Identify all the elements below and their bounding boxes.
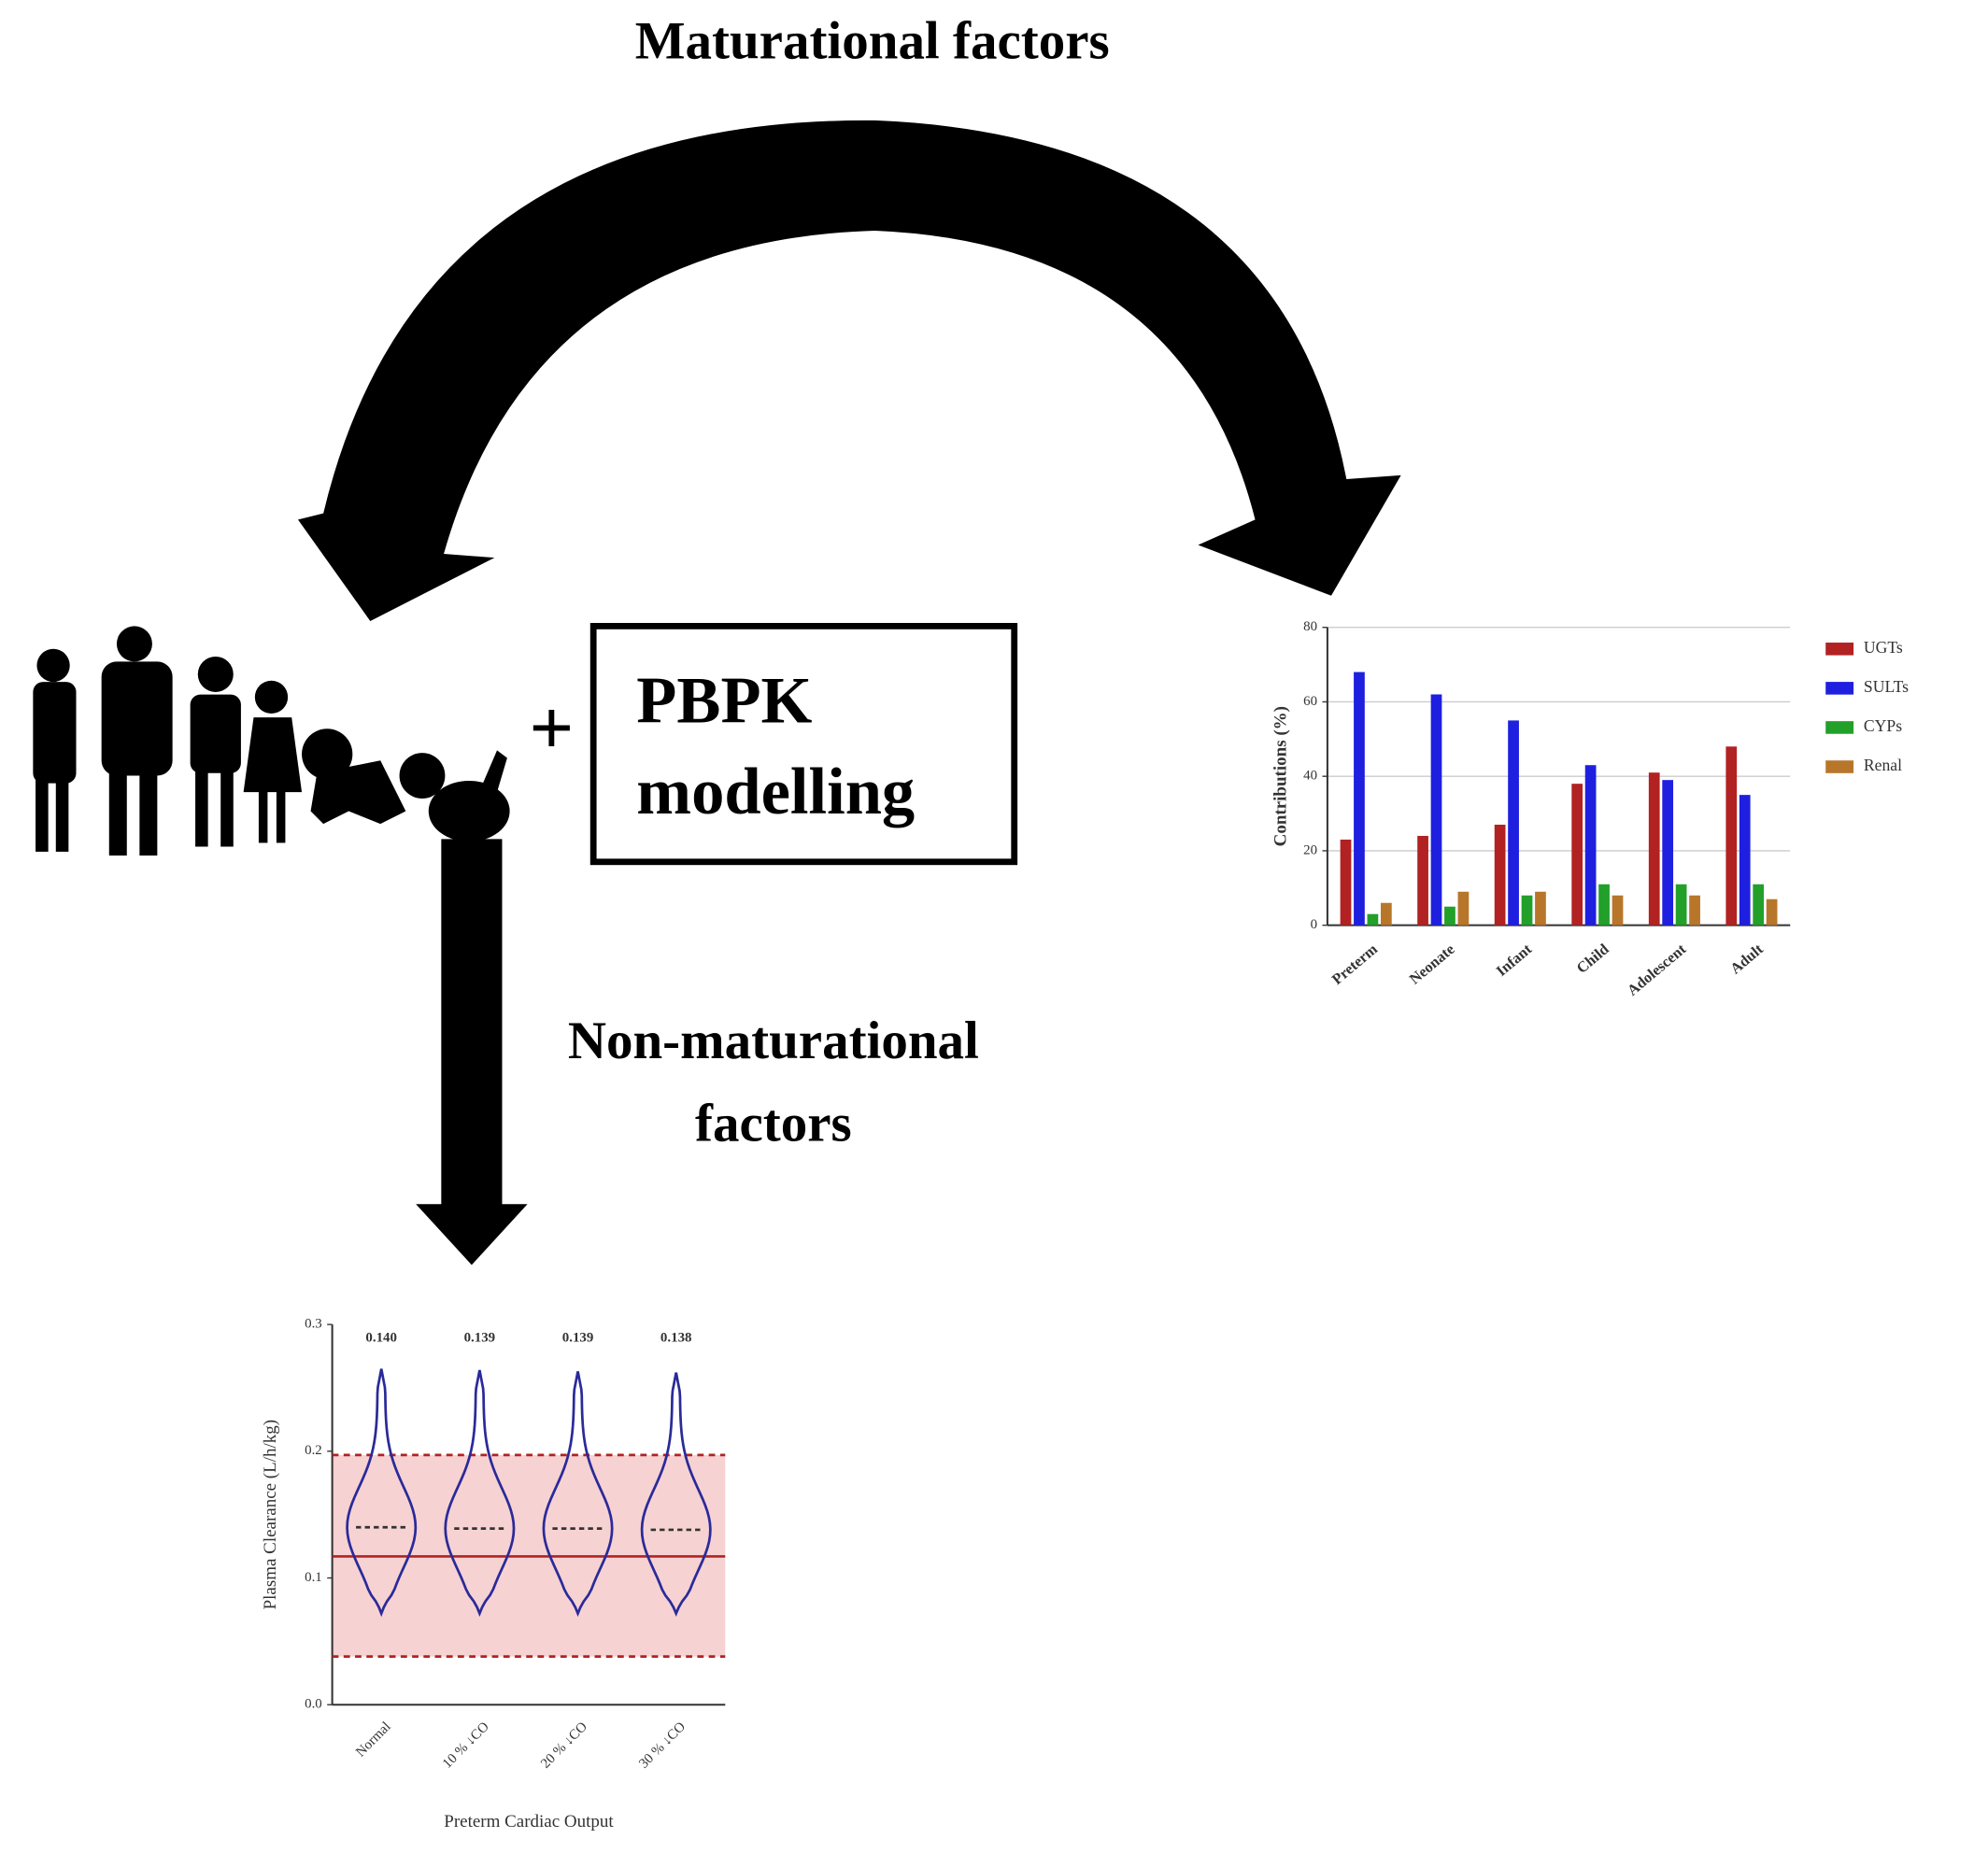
bar [1457,891,1470,926]
bar [1508,720,1519,926]
bar [1417,835,1428,926]
y-tick-label: 20 [1303,842,1317,857]
legend-swatch [1825,643,1854,656]
bar [1739,795,1751,926]
bar [1584,765,1597,926]
y-tick-label: 0.0 [305,1697,322,1712]
x-tick-label: Child [1573,940,1612,977]
bar [1380,902,1392,926]
bar [1444,906,1456,926]
y-tick-label: 0.2 [305,1443,322,1458]
curved-arrow [297,120,1401,621]
people-silhouettes [33,626,510,856]
x-tick-label: Preterm [1328,940,1382,988]
bar [1689,895,1700,926]
bar [1766,898,1778,926]
legend-label: UGTs [1864,638,1903,657]
y-axis-label: Plasma Clearance (L/h/kg) [261,1420,280,1609]
bar [1662,780,1674,926]
legend-label: CYPs [1864,716,1902,735]
legend-label: SULTs [1864,677,1909,696]
y-tick-label: 40 [1303,769,1317,784]
x-axis-label: Preterm Cardiac Output [444,1812,614,1832]
bar [1340,839,1352,926]
arrow-label: Non-maturational [568,1011,979,1070]
x-tick-label: Normal [353,1719,394,1761]
bar [1648,772,1660,926]
bar [1521,895,1533,926]
y-tick-label: 60 [1303,694,1317,709]
bar [1367,913,1379,926]
value-label: 0.139 [562,1330,594,1345]
violin [444,1369,516,1618]
value-label: 0.140 [365,1330,397,1345]
value-label: 0.139 [464,1330,496,1345]
x-tick-label: Adolescent [1624,940,1690,999]
arrow-label: factors [695,1094,852,1153]
box-line: modelling [636,756,915,828]
bar [1598,884,1610,926]
y-axis-label: Contributions (%) [1271,706,1290,846]
y-tick-label: 0.1 [305,1570,322,1585]
title: Maturational factors [635,11,1110,70]
bar [1535,891,1546,926]
legend-swatch [1825,682,1854,695]
bar [1753,884,1765,926]
x-tick-label: Infant [1493,940,1536,980]
x-tick-label: Adult [1726,940,1767,977]
legend-label: Renal [1864,756,1902,774]
bar [1494,825,1506,926]
bar [1571,784,1583,926]
y-tick-label: 80 [1303,619,1317,634]
bar [1430,694,1442,926]
x-tick-label: 30 % ↓CO [636,1719,689,1772]
bar-chart: 0 20 40 60 80 Contributions (%) Preterm Neonate… [1271,619,1909,999]
bar [1725,746,1738,926]
violin [346,1368,418,1618]
bar [1612,895,1624,926]
down-arrow [416,839,528,1266]
pbpk-box [589,622,1018,866]
plus-sign: + [529,685,574,771]
x-tick-label: 20 % ↓CO [538,1719,590,1772]
x-tick-label: 10 % ↓CO [440,1719,492,1772]
legend-swatch [1825,721,1854,734]
y-tick-label: 0 [1311,917,1317,932]
y-tick-label: 0.3 [305,1317,322,1332]
x-tick-label: Neonate [1406,940,1458,987]
value-label: 0.138 [660,1330,692,1345]
bar [1675,884,1687,926]
box-line: PBPK [636,665,812,738]
legend-swatch [1825,760,1854,773]
bar [1354,672,1365,926]
violin-chart: 0.0 0.1 0.2 0.3 Plasma Clearance (L/h/kg) 0.1… [261,1317,726,1832]
violin [542,1371,614,1618]
violin [640,1372,712,1617]
